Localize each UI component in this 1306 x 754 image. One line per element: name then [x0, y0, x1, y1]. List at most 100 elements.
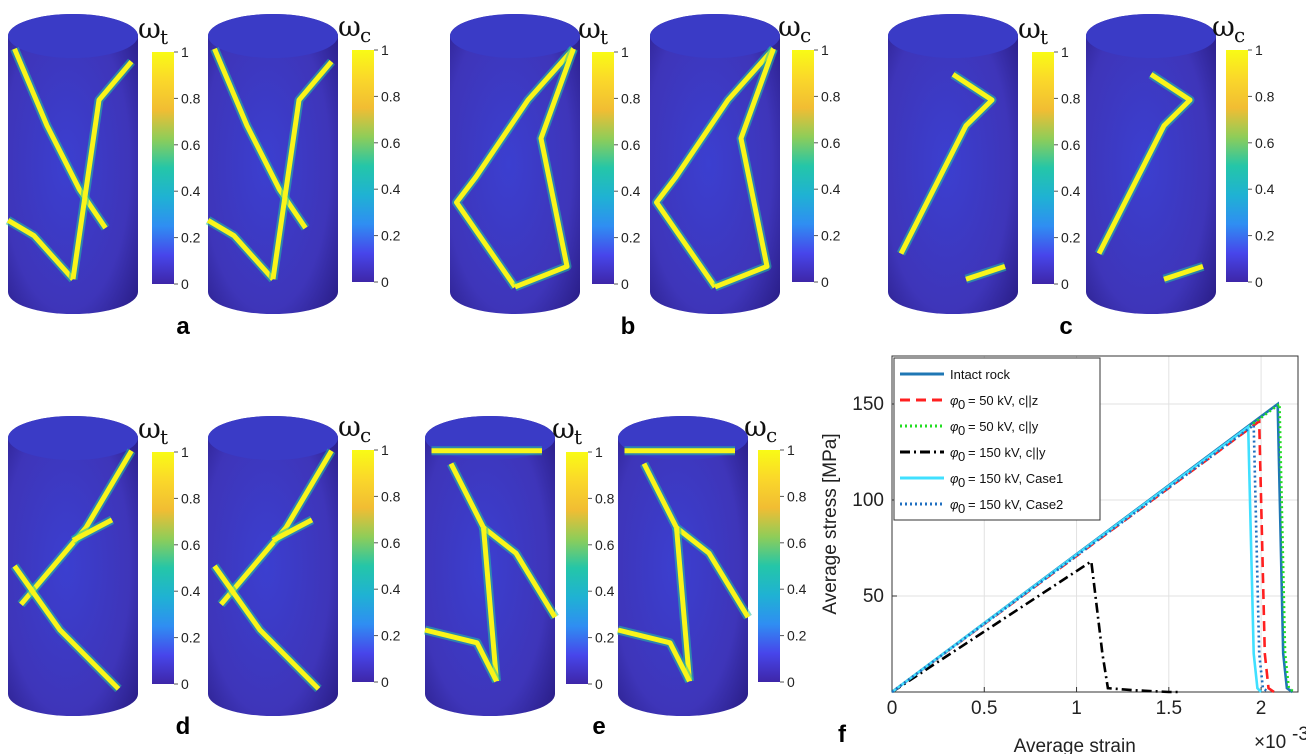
legend-phi-subscript: 0 [958, 475, 965, 490]
colorbar-tick-label: 0.4 [381, 581, 401, 597]
colorbar-tick-label: 0 [1061, 276, 1069, 292]
x-axis-title: Average strain [1014, 736, 1136, 754]
damage-cylinder: 0 0.2 0.4 0.6 0.8 1 ω t [5, 12, 201, 314]
damage-panel-c: 00.20.40.60.81ω t00.20.40.60.81ω cc [888, 10, 1275, 340]
crack-line [212, 564, 321, 691]
colorbar-tick-label: 0.6 [1255, 135, 1275, 151]
crack-line [270, 59, 334, 280]
crack-line [19, 449, 134, 607]
damage-cylinder: 0 0.2 0.4 0.6 0.8 1 ω c [1086, 10, 1275, 314]
colorbar [152, 52, 174, 284]
colorbar-tick-label: 0.6 [381, 535, 401, 551]
crack-line [71, 517, 114, 543]
damage-symbol-subscript: t [1040, 25, 1048, 49]
colorbar-tick-label: 0.4 [621, 183, 641, 199]
colorbar-tick-label: 0.8 [181, 90, 201, 106]
colorbar-tick-label: 0.8 [381, 88, 401, 104]
legend-phi-subscript: 0 [958, 501, 965, 516]
damage-symbol-subscript: t [574, 425, 582, 449]
colorbar-tick-label: 0.8 [381, 488, 401, 504]
colorbar-tick-label: 0.4 [181, 183, 201, 199]
colorbar [592, 52, 614, 284]
colorbar [352, 50, 374, 282]
crack-line [514, 47, 576, 290]
damage-symbol: ω [744, 410, 767, 443]
cylinder-top-cap [888, 14, 1018, 58]
colorbar-tick-label: 0 [621, 276, 629, 292]
crack-line [617, 627, 692, 683]
colorbar-tick-label: 0.4 [1061, 183, 1081, 199]
colorbar-tick-label: 1 [1061, 44, 1069, 60]
colorbar-tick-label: 0.4 [595, 583, 615, 599]
legend-entry: = 50 kV, c||z [968, 393, 1038, 408]
cylinder-body [1086, 14, 1216, 314]
crack-line [70, 59, 134, 280]
damage-symbol-subscript: c [1234, 23, 1245, 47]
colorbar-tick-label: 1 [1255, 42, 1263, 58]
legend-entry: Intact rock [950, 367, 1010, 382]
colorbar-tick-label: 0 [381, 674, 389, 690]
crack-line [714, 47, 776, 290]
legend-phi-subscript: 0 [958, 449, 965, 464]
colorbar-tick-label: 1 [595, 444, 603, 460]
colorbar-tick-label: 0.2 [181, 230, 201, 246]
colorbar-tick-label: 1 [381, 42, 389, 58]
colorbar-tick-label: 0.2 [787, 628, 807, 644]
legend-phi: φ [950, 445, 959, 460]
crack-line [219, 449, 334, 607]
colorbar-tick-label: 0.6 [787, 535, 807, 551]
plot-frame [891, 355, 1299, 693]
damage-symbol-subscript: t [600, 25, 608, 49]
damage-symbol: ω [778, 10, 801, 43]
crack-line [12, 564, 121, 691]
damage-cylinder: 0 0.2 0.4 0.6 0.8 1 ω t [888, 12, 1081, 314]
colorbar-tick-label: 0 [821, 274, 829, 290]
colorbar-tick-label: 0.4 [181, 583, 201, 599]
damage-cylinder: 0 0.2 0.4 0.6 0.8 1 ω t [450, 12, 641, 314]
colorbar-tick-label: 0.8 [821, 88, 841, 104]
cylinder-top-cap [8, 14, 138, 58]
crack-line [898, 72, 995, 255]
crack-line [641, 462, 751, 619]
damage-symbol: ω [338, 10, 361, 43]
colorbar-tick-label: 0.6 [181, 537, 201, 553]
crack-line [1163, 264, 1204, 282]
y-tick-label: 100 [852, 490, 884, 511]
legend-phi: φ [950, 393, 959, 408]
panel-label: b [621, 313, 636, 340]
legend-entry: = 50 kV, c||y [968, 419, 1039, 434]
colorbar-tick-label: 0 [787, 674, 795, 690]
cylinder-body [888, 14, 1018, 314]
colorbar-tick-label: 0.4 [381, 181, 401, 197]
damage-symbol: ω [338, 410, 361, 443]
damage-symbol: ω [578, 12, 601, 45]
panel-label: c [1059, 313, 1072, 340]
colorbar-tick-label: 0.2 [821, 228, 841, 244]
crack-line [212, 47, 308, 230]
colorbar-tick-label: 0.2 [595, 630, 615, 646]
damage-symbol-subscript: c [766, 423, 777, 447]
damage-cylinder: 0 0.2 0.4 0.6 0.8 1 ω c [616, 410, 807, 716]
colorbar [352, 450, 374, 682]
crack-line [481, 527, 499, 682]
x-exponent: -3 [1292, 724, 1306, 745]
colorbar-tick-label: 0.2 [181, 630, 201, 646]
crack-line [448, 462, 558, 619]
y-tick-label: 150 [852, 394, 884, 415]
panel-label: f [838, 721, 847, 748]
colorbar-tick-label: 1 [181, 444, 189, 460]
legend-phi: φ [950, 497, 959, 512]
colorbar-tick-label: 0.8 [787, 488, 807, 504]
colorbar-tick-label: 0.8 [1061, 90, 1081, 106]
damage-symbol: ω [1018, 12, 1041, 45]
damage-panel-b: 00.20.40.60.81ω t00.20.40.60.81ω cb [450, 10, 841, 340]
crack-line [674, 527, 692, 682]
damage-symbol-subscript: c [360, 23, 371, 47]
damage-symbol: ω [138, 12, 161, 45]
panel-label: d [176, 713, 191, 740]
x-tick-label: 1.5 [1156, 698, 1182, 719]
colorbar-tick-label: 0.8 [595, 490, 615, 506]
damage-symbol-subscript: c [360, 423, 371, 447]
crack-line [454, 47, 576, 289]
colorbar-tick-label: 0 [181, 676, 189, 692]
